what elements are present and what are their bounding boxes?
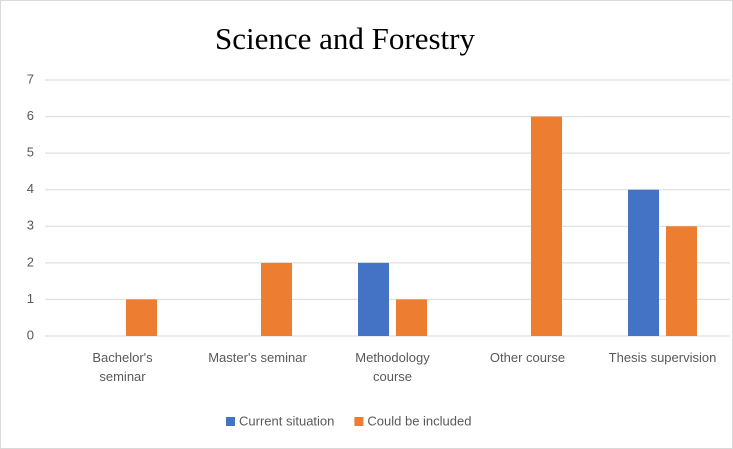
legend-swatch [354,417,364,426]
x-tick-label: Bachelor's seminar [92,350,153,384]
y-tick-label: 7 [27,71,34,86]
x-tick-label: Other course [489,350,566,365]
y-tick-label: 2 [27,254,34,269]
bar [126,299,157,336]
y-tick-label: 4 [27,181,34,196]
chart-title: Science and Forestry [215,21,475,56]
y-tick-label: 3 [27,218,34,233]
y-tick-label: 0 [27,327,34,342]
legend-swatch [226,417,235,426]
x-tick-label: Master's seminar [208,350,307,365]
x-tick-label: Methodology course [355,350,430,384]
bar [396,299,427,336]
x-tick-label: Thesis supervision [608,350,717,365]
bar [666,226,697,336]
bar [628,189,659,336]
y-tick-label: 1 [27,291,34,306]
legend-label: Could be included [367,413,471,428]
legend-label: Current situation [239,413,334,428]
y-tick-label: 5 [27,145,34,160]
bar [261,262,292,336]
y-tick-label: 6 [27,108,34,123]
bar [531,116,562,336]
bar [358,262,389,336]
